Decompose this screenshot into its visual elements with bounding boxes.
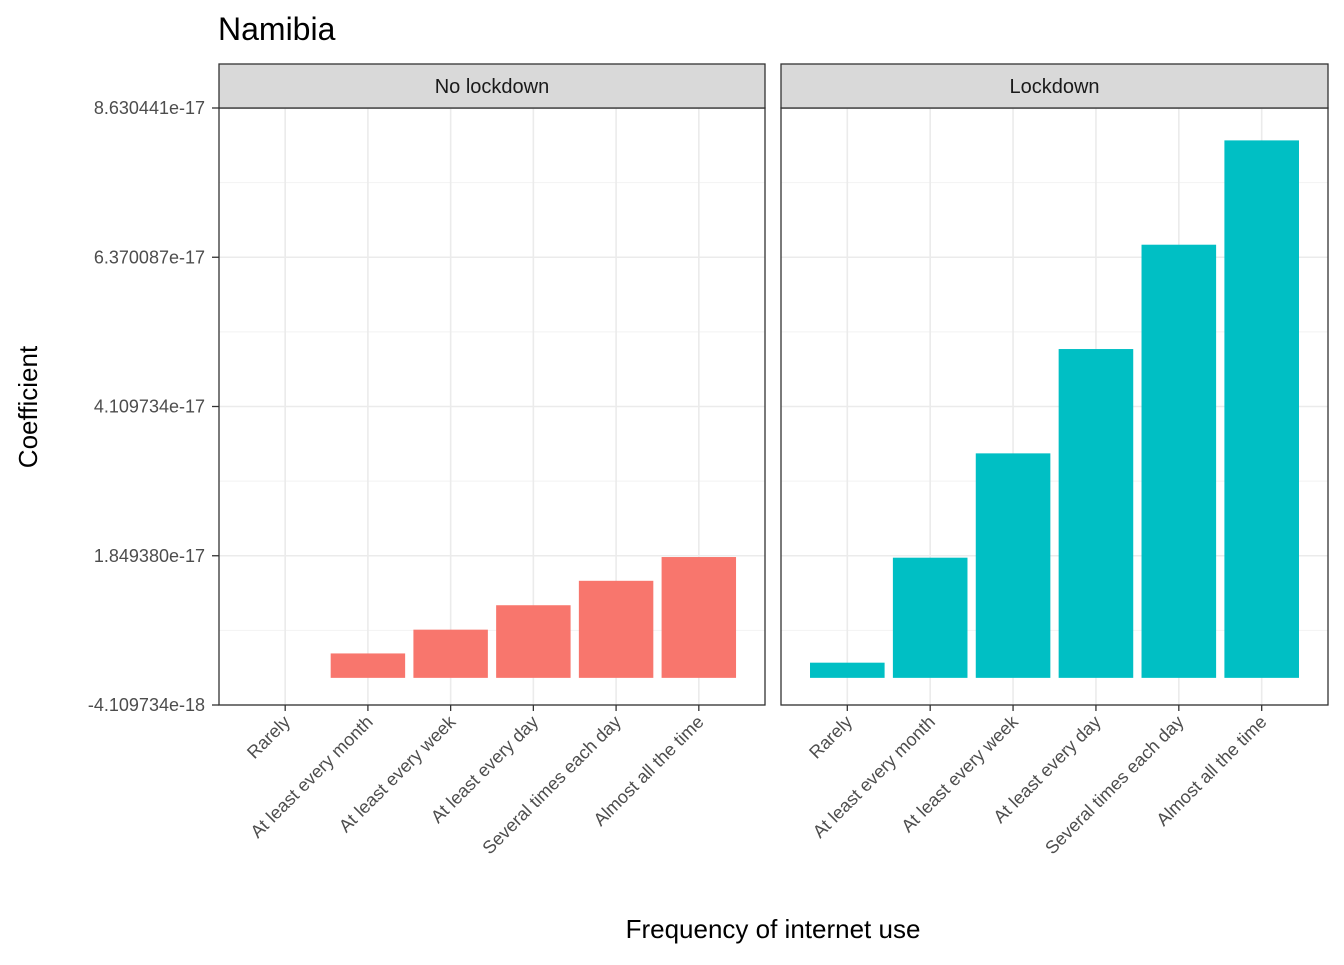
facet-strip <box>780 63 1329 109</box>
y-tick-label: 4.109734e-17 <box>94 397 205 417</box>
bar <box>1224 140 1299 678</box>
y-tick-label: 8.630441e-17 <box>94 98 205 118</box>
x-tick-label: Several times each day <box>478 712 624 858</box>
bar <box>892 557 968 678</box>
bar <box>975 453 1051 678</box>
bar <box>330 653 406 678</box>
x-tick-label: Several times each day <box>1041 712 1187 858</box>
chart-title: Namibia <box>218 11 336 47</box>
y-axis: 8.630441e-17 6.370087e-17 4.109734e-17 1.84… <box>88 98 219 715</box>
bar <box>1141 244 1217 678</box>
bar <box>810 662 885 678</box>
bar <box>578 580 654 678</box>
y-axis-title: Coefficient <box>13 345 43 468</box>
facet-strip <box>218 63 766 109</box>
bar <box>496 605 571 678</box>
y-tick-label: -4.109734e-18 <box>88 695 205 715</box>
y-tick-label: 1.849380e-17 <box>94 546 205 566</box>
facet-strip-label: Lockdown <box>1009 76 1099 98</box>
bar <box>1058 349 1134 678</box>
bar <box>661 557 737 678</box>
x-axis-title: Frequency of internet use <box>626 914 921 944</box>
bar <box>413 629 488 678</box>
y-tick-label: 6.370087e-17 <box>94 247 205 267</box>
facet-strip-label: No lockdown <box>435 76 550 98</box>
x-tick-label: Rarely <box>243 712 294 763</box>
x-tick-label: Rarely <box>805 712 856 763</box>
